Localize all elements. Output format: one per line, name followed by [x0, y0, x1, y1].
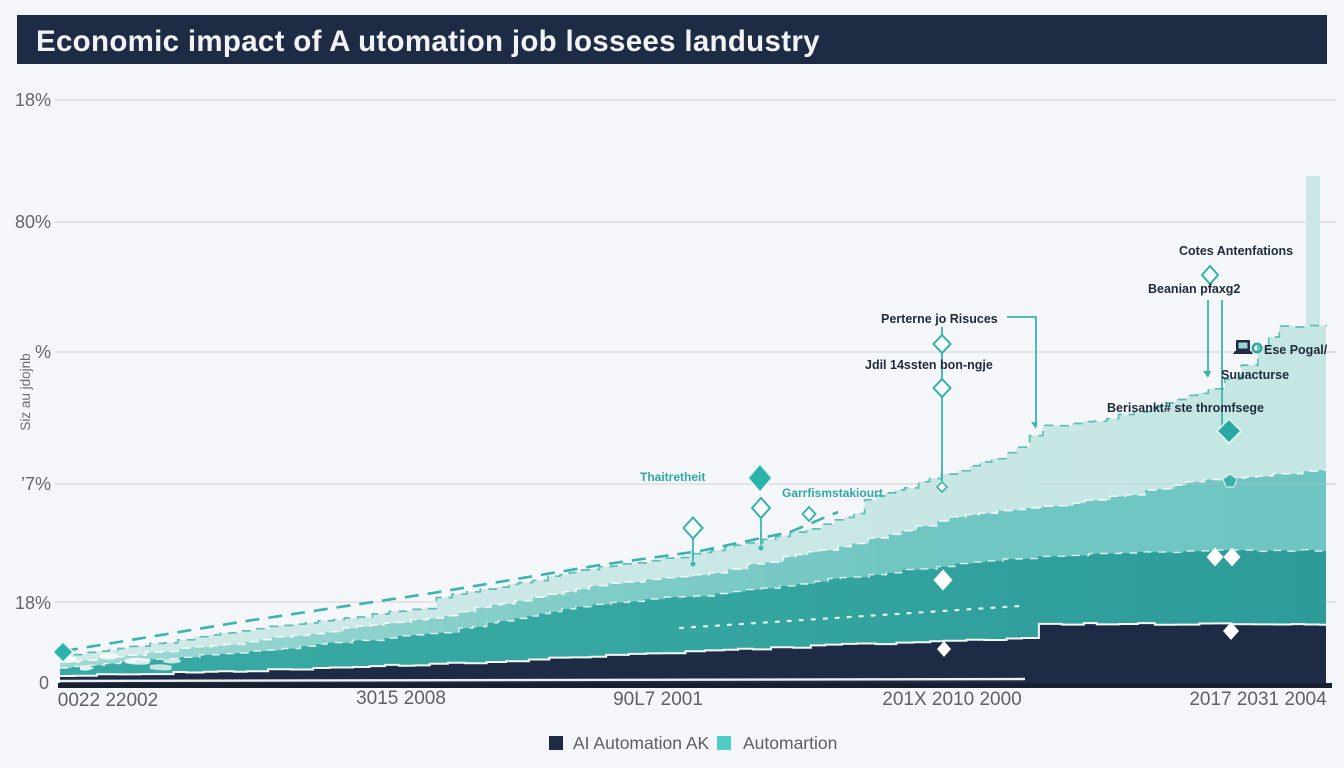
svg-text:AI Automation AK: AI Automation AK — [573, 733, 710, 753]
svg-text:Berisankt# ste thromfsege: Berisankt# ste thromfsege — [1107, 401, 1264, 415]
svg-text:’7%: ’7% — [21, 474, 51, 494]
svg-text:18%: 18% — [15, 593, 51, 613]
svg-text:3015 2008: 3015 2008 — [356, 688, 446, 709]
svg-text:Economic impact of A utomatio: Economic impact of A utomation job losse… — [36, 25, 820, 58]
svg-text:Garrfismstakiourt.: Garrfismstakiourt. — [782, 486, 886, 500]
svg-text:Thaitretheit: Thaitretheit — [640, 470, 705, 484]
svg-text:Jdil 14ssten bon-ngje: Jdil 14ssten bon-ngje — [865, 358, 993, 372]
svg-text:0022 22002: 0022 22002 — [58, 690, 158, 711]
svg-text:Suuacturse: Suuacturse — [1221, 368, 1289, 382]
svg-text:Perterne jo Risuces: Perterne jo Risuces — [881, 312, 998, 326]
svg-text:Beanian pfaxg2: Beanian pfaxg2 — [1148, 282, 1240, 296]
svg-text:201X 2010 2000: 201X 2010 2000 — [882, 689, 1021, 710]
svg-text:Ese Pogal/: Ese Pogal/ — [1264, 343, 1328, 357]
svg-text:%: % — [35, 342, 51, 362]
svg-text:Automartion: Automartion — [743, 733, 837, 753]
svg-text:0: 0 — [39, 673, 49, 693]
svg-text:Cotes Antenfations: Cotes Antenfations — [1179, 244, 1293, 258]
svg-text:90L7 2001: 90L7 2001 — [613, 689, 703, 710]
svg-text:2017 2031 2004: 2017 2031 2004 — [1189, 689, 1327, 710]
svg-text:18%: 18% — [15, 90, 51, 110]
svg-text:Siz au jdojnb: Siz au jdojnb — [18, 353, 33, 430]
svg-text:80%: 80% — [15, 212, 51, 232]
